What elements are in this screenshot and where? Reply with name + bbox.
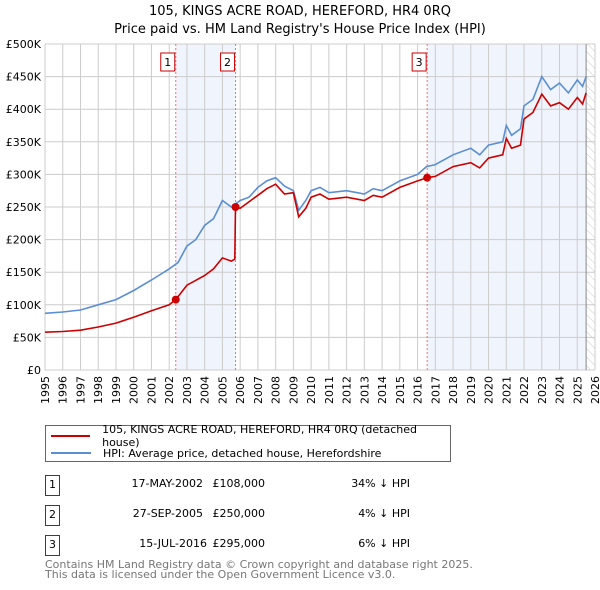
legend: 105, KINGS ACRE ROAD, HEREFORD, HR4 0RQ … [45, 423, 451, 462]
x-tick-label: 2005 [216, 376, 229, 404]
x-tick-label: 2024 [554, 376, 567, 404]
sale-row: 3 15-JUL-2016 £295,000 6% ↓ HPI [45, 535, 465, 556]
sale-marker-box [411, 52, 427, 72]
x-tick-label: 1999 [110, 376, 123, 404]
x-tick-label: 2011 [323, 376, 336, 404]
x-tick-label: 2018 [447, 376, 460, 404]
sale-marker-box [160, 52, 176, 72]
x-tick-label: 2001 [145, 376, 158, 404]
sale-marker-box [220, 52, 236, 72]
sale-point [423, 173, 432, 182]
x-tick-label: 2009 [287, 376, 300, 404]
x-tick-label: 2007 [252, 376, 265, 404]
x-tick-label: 2019 [465, 376, 478, 404]
x-tick-label: 1998 [92, 376, 105, 404]
x-tick-label: 2000 [128, 376, 141, 404]
x-tick-label: 1997 [74, 376, 87, 404]
x-tick-label: 2003 [181, 376, 194, 404]
sale-date: 15-JUL-2016 [139, 537, 207, 550]
subtitle: Price paid vs. HM Land Registry's House … [114, 22, 486, 37]
sale-price: £295,000 [212, 537, 266, 550]
y-tick-label: £150K [6, 266, 42, 279]
sale-price: £108,000 [212, 477, 266, 490]
sale-marker-number: 2 [224, 56, 231, 69]
chart-title: 105, KINGS ACRE ROAD, HEREFORD, HR4 0RQ … [0, 3, 600, 39]
footer-line-1: Contains HM Land Registry data © Crown c… [45, 558, 473, 571]
y-tick-label: £500K [6, 38, 42, 51]
y-tick-label: £250K [6, 201, 42, 214]
sale-row: 2 27-SEP-2005 £250,000 4% ↓ HPI [45, 505, 465, 526]
sale-price: £250,000 [212, 507, 266, 520]
title: 105, KINGS ACRE ROAD, HEREFORD, HR4 0RQ [149, 4, 451, 19]
sale-hpi-diff: 4% ↓ HPI [358, 507, 410, 520]
x-tick-label: 2017 [429, 376, 442, 404]
sale-hpi-diff: 34% ↓ HPI [351, 477, 410, 490]
y-tick-label: £50K [13, 331, 42, 344]
x-tick-label: 2015 [394, 376, 407, 404]
x-tick-label: 2013 [358, 376, 371, 404]
x-tick-label: 2004 [199, 376, 212, 404]
sale-marker-label: 2 [45, 505, 60, 526]
y-tick-label: £0 [27, 364, 41, 377]
y-tick-label: £350K [6, 136, 42, 149]
y-tick-label: £450K [6, 71, 42, 84]
x-tick-label: 1996 [57, 376, 70, 404]
x-tick-label: 2006 [234, 376, 247, 404]
legend-label-hpi: HPI: Average price, detached house, Here… [103, 446, 382, 460]
hpi-line [44, 74, 587, 315]
x-tick-label: 2026 [589, 376, 600, 404]
x-tick-label: 2010 [305, 376, 318, 404]
sale-row: 1 17-MAY-2002 £108,000 34% ↓ HPI [45, 475, 465, 496]
x-tick-label: 2023 [536, 376, 549, 404]
x-tick-label: 2008 [270, 376, 283, 404]
sale-marker-label: 1 [45, 475, 60, 496]
x-tick-label: 2002 [163, 376, 176, 404]
x-tick-label: 2021 [500, 376, 513, 404]
sale-point [171, 295, 180, 304]
sale-point [231, 203, 240, 211]
sale-hpi-diff: 6% ↓ HPI [358, 537, 410, 550]
sale-date: 27-SEP-2005 [132, 507, 203, 520]
x-tick-label: 2025 [571, 376, 584, 404]
sale-marker-label: 3 [45, 535, 60, 556]
x-tick-label: 1995 [39, 376, 52, 404]
y-tick-label: £200K [6, 234, 42, 247]
x-tick-label: 2012 [341, 376, 354, 404]
x-tick-label: 2016 [412, 376, 425, 404]
sale-date: 17-MAY-2002 [131, 477, 203, 490]
legend-swatch-hpi [51, 452, 91, 454]
y-tick-label: £300K [6, 168, 42, 181]
footer: Contains HM Land Registry data © Crown c… [45, 558, 473, 581]
sale-marker-number: 1 [164, 56, 171, 69]
property-line [44, 92, 587, 333]
x-tick-label: 2020 [483, 376, 496, 404]
sale-marker-number: 3 [416, 56, 423, 69]
legend-label-property: 105, KINGS ACRE ROAD, HEREFORD, HR4 0RQ … [102, 423, 417, 449]
legend-swatch-property [51, 435, 91, 437]
price-chart: 1995 1996 1997 1998 1999 2000 2001 2002 2003 2004… [6, 38, 600, 404]
footer-line-2: This data is licensed under the Open Gov… [45, 568, 396, 581]
x-tick-label: 2014 [376, 376, 389, 404]
x-tick-label: 2022 [518, 376, 531, 404]
y-tick-label: £400K [6, 103, 42, 116]
y-tick-label: £100K [6, 299, 42, 312]
